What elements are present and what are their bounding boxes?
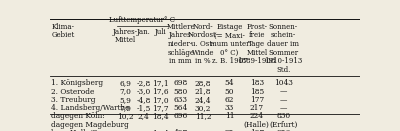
Text: 17,1: 17,1 [152,79,169,87]
Text: 28,8: 28,8 [195,79,211,87]
Text: Sonnen-: Sonnen- [269,23,298,31]
Text: Mittel: Mittel [246,48,267,56]
Text: Mittlere: Mittlere [166,23,195,31]
Text: 11,2: 11,2 [195,112,211,120]
Text: Klima-: Klima- [51,23,74,31]
Text: Juli: Juli [155,28,167,36]
Text: Jahres-: Jahres- [113,28,138,36]
Text: z. B. 1907: z. B. 1907 [212,57,247,65]
Text: 1. Königsberg: 1. Königsberg [51,79,103,87]
Text: 564: 564 [174,104,188,112]
Text: Jan.: Jan. [137,28,151,36]
Text: 633: 633 [174,96,188,104]
Text: Mittel: Mittel [115,36,136,44]
Text: 11: 11 [225,112,234,120]
Text: Frost-: Frost- [246,23,267,31]
Text: 185: 185 [250,88,264,95]
Text: -2,8: -2,8 [137,79,151,87]
Text: 18,4: 18,4 [152,129,169,131]
Text: -0,3: -0,3 [137,129,151,131]
Text: freie: freie [248,31,265,39]
Text: 62: 62 [225,96,234,104]
Text: -4,8: -4,8 [136,96,151,104]
Text: u. Ost-: u. Ost- [192,40,215,48]
Text: 30,2: 30,2 [195,104,211,112]
Text: —: — [200,129,207,131]
Text: bzw. Halle/S.: bzw. Halle/S. [51,129,100,131]
Text: 696: 696 [174,112,188,120]
Text: 33: 33 [225,104,234,112]
Text: in %: in % [195,57,211,65]
Text: mum unter: mum unter [210,40,249,48]
Text: 24,4: 24,4 [195,96,211,104]
Text: 1043: 1043 [274,79,293,87]
Text: 2,4: 2,4 [138,112,150,120]
Text: 1889-1908: 1889-1908 [238,57,276,65]
Text: 183: 183 [250,79,264,87]
Text: —: — [280,88,287,95]
Text: 17,0: 17,0 [152,96,169,104]
Text: 217: 217 [250,104,264,112]
Text: dagegen Köln:: dagegen Köln: [51,112,105,120]
Text: 54: 54 [225,79,234,87]
Text: 18,4: 18,4 [152,112,169,120]
Text: 224: 224 [250,112,264,120]
Text: 3. Treuburg: 3. Treuburg [51,96,96,104]
Text: dagegen Magdeburg: dagegen Magdeburg [51,121,129,129]
Text: Gebiet: Gebiet [51,31,74,39]
Text: 21,8: 21,8 [195,88,211,95]
Text: Jahres-: Jahres- [168,31,193,39]
Text: 177: 177 [250,96,264,104]
Text: schein-: schein- [271,31,296,39]
Text: Sommer: Sommer [268,48,298,56]
Text: (Erfurt): (Erfurt) [269,121,298,129]
Text: —: — [280,96,287,104]
Text: in mm: in mm [170,57,192,65]
Text: 8,8: 8,8 [119,129,131,131]
Text: -1,5: -1,5 [136,104,151,112]
Text: 4. Landsberg/Warthe: 4. Landsberg/Warthe [51,104,130,112]
Text: 6,9: 6,9 [119,79,131,87]
Text: 17,7: 17,7 [152,104,169,112]
Text: Nord-: Nord- [193,23,214,31]
Text: 50: 50 [225,88,234,95]
Text: 25: 25 [225,129,234,131]
Text: nieder-: nieder- [168,40,193,48]
Text: Lufttemperatur° C: Lufttemperatur° C [109,16,175,24]
Text: 10,2: 10,2 [117,112,134,120]
Text: 197: 197 [250,129,264,131]
Text: Nordost-: Nordost- [188,31,219,39]
Text: 17,6: 17,6 [152,88,169,95]
Text: 580: 580 [174,88,188,95]
Text: schläge: schläge [167,48,194,56]
Text: (= Maxi-: (= Maxi- [214,31,245,39]
Text: Std.: Std. [276,66,291,74]
Text: 1910-1913: 1910-1913 [264,57,302,65]
Text: 2. Osterode: 2. Osterode [51,88,95,95]
Text: 830: 830 [276,112,290,120]
Text: 497: 497 [174,129,188,131]
Text: 698: 698 [174,79,188,87]
Text: 5,9: 5,9 [119,96,131,104]
Text: Eistage: Eistage [216,23,243,31]
Text: -3,0: -3,0 [137,88,151,95]
Text: 956: 956 [276,129,290,131]
Text: (Halle): (Halle) [244,121,270,129]
Text: 7,9: 7,9 [119,104,131,112]
Text: dauer im: dauer im [268,40,300,48]
Text: —: — [280,104,287,112]
Text: Tage: Tage [248,40,265,48]
Text: 7,0: 7,0 [119,88,131,95]
Text: 0° C): 0° C) [220,48,239,56]
Text: Winde: Winde [192,48,214,56]
